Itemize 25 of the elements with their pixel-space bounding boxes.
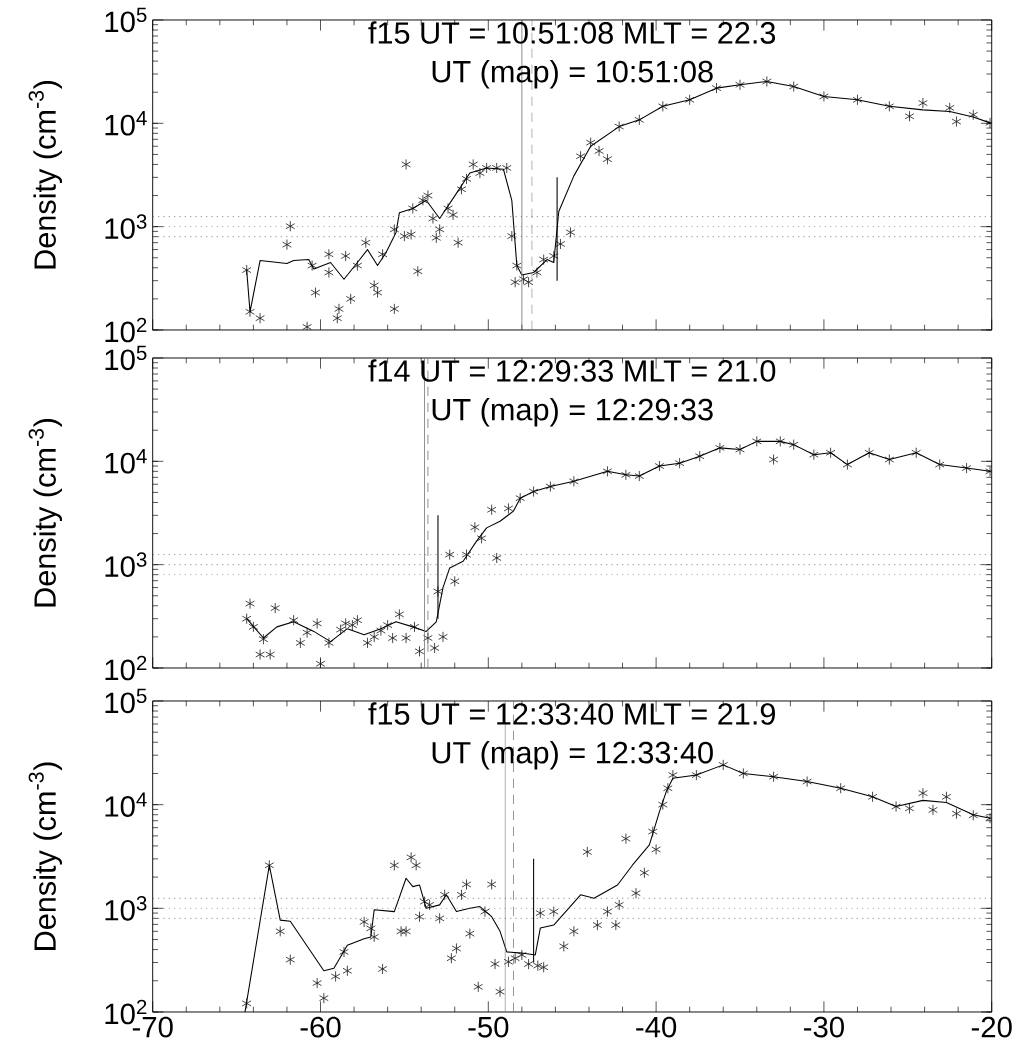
y-tick-label: 10$^{4}$ [105,111,147,136]
x-tick-label: -50 [468,1016,509,1038]
chart-title: f15 UT = 10:51:08 MLT = 22.3 [368,21,776,44]
text: UT (map) = 10:51:08 [432,59,713,89]
x-tick-label: -60 [300,1016,341,1038]
y-tick-label: 10$^{3}$ [105,552,147,577]
y-tick-label: 10$^{4}$ [105,792,147,817]
x-tick-label: -30 [804,1016,844,1038]
y-axis-title: Density (cm$^{-3}$) [28,418,62,607]
chart-title: f15 UT = 12:33:40 MLT = 21.9 [368,702,775,725]
x-tick-label: -40 [636,1016,677,1038]
y-tick-label: 10$^{4}$ [105,449,147,474]
y-tick-label: 10$^{5}$ [105,7,147,33]
text: UT (map) = 12:29:33 [432,397,713,427]
text: UT (map) = 12:33:40 [432,741,713,770]
chart-title: f14 UT = 12:29:33 MLT = 21.0 [368,359,776,382]
y-tick-label: 10$^{5}$ [105,345,147,371]
x-tick-label: -20 [971,1016,1012,1038]
y-tick-label: 10$^{3}$ [105,214,147,239]
y-axis-title: Density (cm$^{-3}$) [28,80,62,269]
y-tick-label: 10$^{3}$ [105,895,147,921]
y-axis-title: Density (cm$^{-3}$) [28,762,62,950]
y-tick-label: 10$^{5}$ [105,688,147,714]
y-tick-label: 10$^{2}$ [105,317,147,343]
y-tick-label: 10$^{2}$ [105,655,147,681]
